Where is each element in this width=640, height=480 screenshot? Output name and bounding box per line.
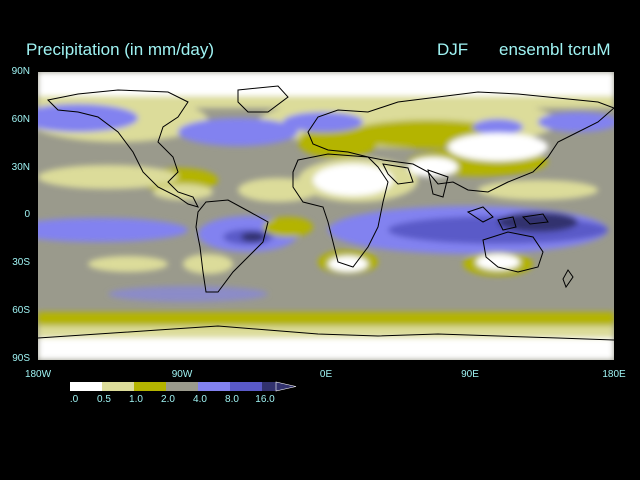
- lon-label-90w: 90W: [171, 369, 193, 380]
- lon-label-0e: 0E: [319, 369, 333, 380]
- map-title: Precipitation (in mm/day): [26, 40, 215, 59]
- legend-arrow: [275, 381, 297, 392]
- legend-swatch-1: [102, 382, 134, 391]
- lat-label-0: 0: [24, 209, 30, 220]
- season-label: DJF: [437, 40, 469, 59]
- lat-label-90n: 90N: [11, 66, 30, 77]
- legend-label-1: 0.5: [97, 394, 111, 405]
- legend-swatch-3: [166, 382, 198, 391]
- precipitation-map: [38, 72, 614, 360]
- legend-swatch-5: [230, 382, 262, 391]
- legend-swatch-6: [262, 382, 276, 391]
- legend-label-6: 16.0: [255, 394, 275, 405]
- legend-label-4: 4.0: [193, 394, 207, 405]
- model-label: ensembl tcruM: [499, 40, 611, 59]
- lon-label-90e: 90E: [461, 369, 479, 380]
- legend-label-0: .0: [69, 394, 79, 405]
- lat-label-60n: 60N: [11, 114, 30, 125]
- lon-label-180e: 180E: [602, 369, 626, 380]
- lat-label-90s: 90S: [12, 353, 30, 364]
- legend-label-3: 2.0: [161, 394, 175, 405]
- lon-label-180w: 180W: [24, 369, 52, 380]
- legend-swatch-0: [70, 382, 102, 391]
- lat-label-30s: 30S: [12, 257, 30, 268]
- legend-label-5: 8.0: [225, 394, 239, 405]
- legend-swatch-2: [134, 382, 166, 391]
- color-legend-bar: [70, 381, 297, 392]
- legend-swatch-4: [198, 382, 230, 391]
- lat-label-30n: 30N: [11, 162, 30, 173]
- legend-label-2: 1.0: [129, 394, 143, 405]
- lat-label-60s: 60S: [12, 305, 30, 316]
